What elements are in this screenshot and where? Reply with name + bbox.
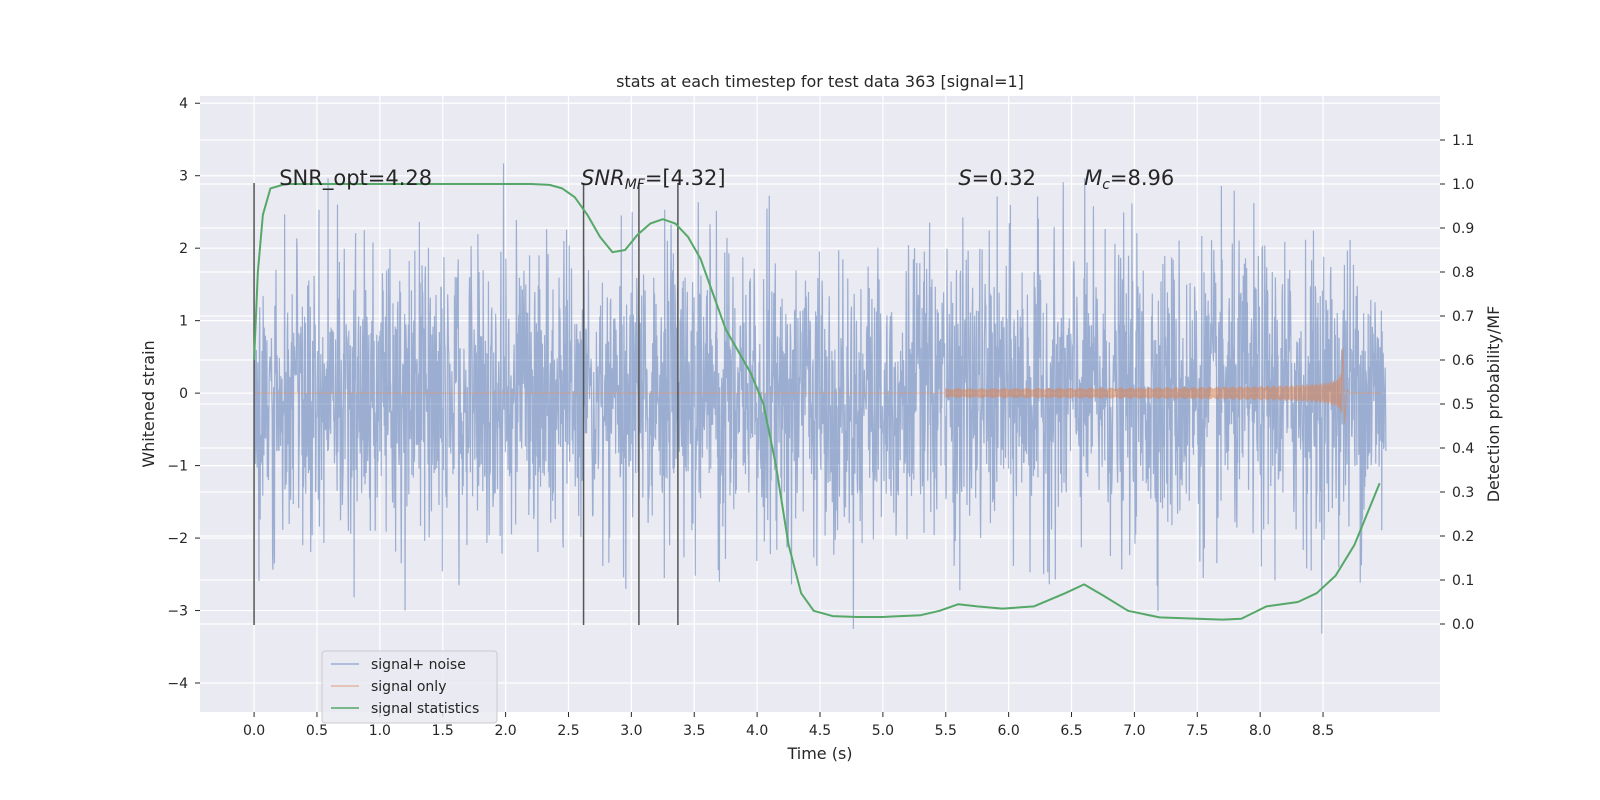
annotation-s: S=0.32 (958, 166, 1036, 190)
legend-label-signal: signal only (371, 679, 446, 695)
y-tick-label: 1 (179, 314, 188, 330)
y2-tick-label: 0.7 (1452, 309, 1474, 325)
series-signal-noise (253, 163, 1387, 634)
annotation-snr-mf: SNRMF=[4.32] (581, 166, 726, 193)
y2-tick-label: 0.1 (1452, 573, 1474, 589)
x-tick-label: 0.0 (243, 723, 265, 739)
x-tick-label: 0.5 (306, 723, 328, 739)
y-tick-label: −3 (167, 604, 188, 620)
x-tick-label: 8.5 (1312, 723, 1334, 739)
y-tick-label: −4 (167, 676, 188, 692)
x-tick-label: 4.5 (809, 723, 831, 739)
series-signal-only (254, 347, 1381, 423)
y-tick-label: 4 (179, 96, 188, 112)
y-tick-label: 0 (179, 386, 188, 402)
y2-tick-label: 0.3 (1452, 485, 1474, 501)
x-tick-label: 3.5 (683, 723, 705, 739)
x-tick-label: 1.5 (432, 723, 454, 739)
y2-tick-label: 0.2 (1452, 529, 1474, 545)
legend-box (321, 650, 498, 724)
y2-tick-label: 0.8 (1452, 265, 1474, 281)
y-axis-ticks: −4 −3 −2 −1 0 1 2 3 4 (167, 96, 200, 692)
y-tick-label: −2 (167, 531, 188, 547)
annotation-snr-opt: SNR_opt=4.28 (279, 166, 432, 191)
y2-axis-ticks: 0.0 0.1 0.2 0.3 0.4 0.5 0.6 0.7 0.8 0.9 1.0 1.1 (1440, 133, 1474, 633)
y2-tick-label: 0.5 (1452, 397, 1474, 413)
x-tick-label: 8.0 (1249, 723, 1271, 739)
y2-tick-label: 1.1 (1452, 133, 1474, 149)
chart-title: stats at each timestep for test data 363… (616, 72, 1024, 91)
x-tick-label: 7.5 (1186, 723, 1208, 739)
y-tick-label: 3 (179, 169, 188, 185)
x-tick-label: 7.0 (1123, 723, 1145, 739)
y-tick-label: 2 (179, 241, 188, 257)
x-axis-ticks: 0.0 0.5 1.0 1.5 2.0 2.5 3.0 3.5 4.0 4.5 5.0 5.5 6.0 6… (243, 712, 1334, 739)
vertical-markers (253, 182, 679, 626)
y2-tick-label: 0.4 (1452, 441, 1474, 457)
x-tick-label: 3.0 (620, 723, 642, 739)
x-tick-label: 5.5 (935, 723, 957, 739)
legend: signal+ noise signal only signal statist… (321, 650, 498, 724)
y2-tick-label: 0.0 (1452, 617, 1474, 633)
legend-label-noise: signal+ noise (371, 657, 466, 673)
x-tick-label: 4.0 (746, 723, 768, 739)
y2-tick-label: 0.6 (1452, 353, 1474, 369)
series-signal-statistics (253, 183, 1381, 621)
noise-line (253, 163, 1387, 634)
x-tick-label: 6.0 (998, 723, 1020, 739)
x-tick-label: 2.0 (494, 723, 516, 739)
x-tick-label: 6.5 (1060, 723, 1082, 739)
legend-label-stats: signal statistics (371, 701, 479, 717)
y-axis-label: Whitened strain (139, 340, 158, 467)
y2-tick-label: 1.0 (1452, 177, 1474, 193)
stats-line (253, 183, 1381, 621)
y2-axis-label: Detection probability/MF (1484, 306, 1503, 503)
x-tick-label: 5.0 (872, 723, 894, 739)
x-tick-label: 1.0 (369, 723, 391, 739)
annotation-mc: Mc=8.96 (1084, 166, 1174, 193)
x-tick-label: 2.5 (557, 723, 579, 739)
y-tick-label: −1 (167, 459, 188, 475)
y2-tick-label: 0.9 (1452, 221, 1474, 237)
x-axis-label: Time (s) (786, 744, 852, 763)
signal-line (254, 347, 1381, 423)
